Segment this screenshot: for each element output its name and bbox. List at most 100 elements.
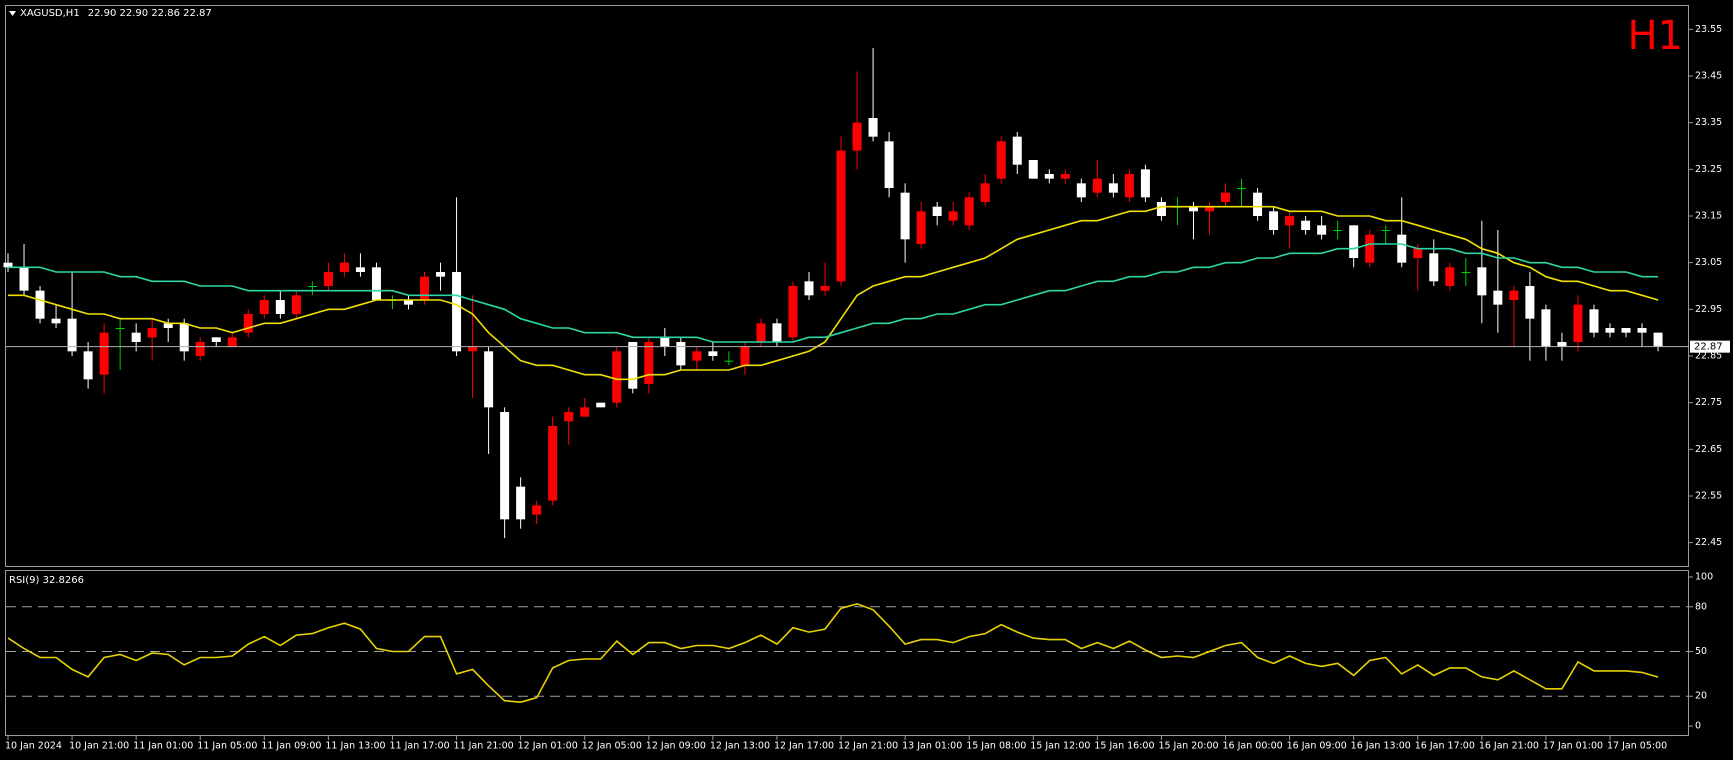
candle-body <box>1653 332 1663 347</box>
candle-body <box>724 360 734 362</box>
rsi-line <box>7 602 1659 704</box>
candle-body <box>692 351 702 361</box>
y-tick-label: 23.55 <box>1695 24 1722 35</box>
x-tick-label: 12 Jan 13:00 <box>710 741 770 752</box>
candle-body <box>355 267 365 272</box>
price-tag <box>1690 340 1730 353</box>
candle-body <box>820 286 830 291</box>
candle-body <box>259 300 269 314</box>
candle-body <box>500 412 510 520</box>
candle-body <box>756 323 766 342</box>
candle-body <box>532 505 542 515</box>
x-tick-label: 16 Jan 09:00 <box>1287 741 1347 752</box>
candle-body <box>996 141 1006 179</box>
candle-body <box>1253 192 1263 216</box>
candle-body <box>1140 169 1150 198</box>
candle-body <box>484 351 494 408</box>
x-tick-label: 13 Jan 01:00 <box>902 741 962 752</box>
x-tick-label: 10 Jan 2024 <box>5 741 62 752</box>
candle-body <box>852 122 862 151</box>
candle-body <box>1076 183 1086 198</box>
candle-body <box>339 262 349 272</box>
candle-body <box>1092 178 1102 193</box>
y-tick-label: 22.95 <box>1695 304 1722 315</box>
candle-body <box>99 332 109 375</box>
candle-body <box>1461 272 1471 273</box>
candle-body <box>420 276 430 300</box>
candle-body <box>1557 342 1567 347</box>
x-tick-label: 17 Jan 01:00 <box>1543 741 1603 752</box>
candle-body <box>1188 206 1198 212</box>
candle-body <box>964 197 974 226</box>
candle-body <box>740 346 750 366</box>
x-tick-label: 15 Jan 08:00 <box>966 741 1026 752</box>
candle-body <box>1605 328 1615 333</box>
candle-body <box>1221 192 1231 202</box>
candle-body <box>1621 328 1631 333</box>
candle-body <box>612 351 622 403</box>
candle-body <box>51 318 61 324</box>
symbol: XAGUSD,H1 <box>20 8 80 19</box>
candle-body <box>1028 160 1038 179</box>
x-tick-label: 15 Jan 20:00 <box>1158 741 1218 752</box>
candle-body <box>932 206 942 216</box>
candle-body <box>580 407 590 417</box>
candle-body <box>564 412 574 422</box>
x-tick-label: 11 Jan 09:00 <box>261 741 321 752</box>
y-tick-label: 22.75 <box>1695 397 1722 408</box>
x-tick-label: 16 Jan 13:00 <box>1351 741 1411 752</box>
candle-body <box>291 295 301 314</box>
candle-body <box>772 323 782 342</box>
candle-body <box>35 290 45 319</box>
candle-body <box>1397 234 1407 263</box>
candle-body <box>195 342 205 356</box>
x-tick-label: 17 Jan 05:00 <box>1607 741 1667 752</box>
y-tick-label: 50 <box>1695 646 1707 657</box>
y-tick-label: 23.45 <box>1695 71 1722 82</box>
y-tick-label: 23.35 <box>1695 117 1722 128</box>
candle-body <box>1060 174 1070 179</box>
y-tick-label: 20 <box>1695 691 1707 702</box>
candle-body <box>1589 309 1599 333</box>
candle-body <box>916 211 926 244</box>
candle-body <box>147 328 157 338</box>
y-tick-label: 22.65 <box>1695 444 1722 455</box>
candle-body <box>1317 225 1327 235</box>
candle-body <box>1012 136 1022 165</box>
candle-body <box>323 272 333 286</box>
ohlc: 22.90 22.90 22.86 22.87 <box>88 8 212 19</box>
x-tick-label: 12 Jan 17:00 <box>774 741 834 752</box>
candle-body <box>836 150 846 282</box>
x-tick-label: 12 Jan 21:00 <box>838 741 898 752</box>
candle-body <box>788 286 798 338</box>
x-tick-label: 11 Jan 21:00 <box>454 741 514 752</box>
candle-body <box>436 272 446 277</box>
candle-body <box>468 346 478 352</box>
candle-body <box>1477 267 1487 296</box>
candle-body <box>371 267 381 300</box>
y-tick-label: 100 <box>1695 571 1713 582</box>
menu-triangle[interactable] <box>9 11 16 16</box>
x-tick-label: 10 Jan 21:00 <box>69 741 129 752</box>
candle-body <box>163 323 173 328</box>
candle-body <box>211 337 221 342</box>
main-pane-frame <box>5 5 1689 567</box>
x-tick-label: 11 Jan 01:00 <box>133 741 193 752</box>
x-tick-label: 16 Jan 00:00 <box>1223 741 1283 752</box>
y-tick-label: 23.05 <box>1695 257 1722 268</box>
candle-body <box>115 328 125 329</box>
candle-body <box>948 211 958 221</box>
price-tag-label: 22.87 <box>1694 342 1723 353</box>
x-tick-label: 11 Jan 05:00 <box>197 741 257 752</box>
candle-body <box>19 267 29 291</box>
y-tick-label: 22.55 <box>1695 491 1722 502</box>
candle-body <box>1637 328 1647 333</box>
candle-body <box>3 262 13 268</box>
candle-body <box>275 300 285 314</box>
candle-body <box>404 300 413 305</box>
candle-body <box>1044 174 1054 179</box>
candle-body <box>1269 211 1279 230</box>
